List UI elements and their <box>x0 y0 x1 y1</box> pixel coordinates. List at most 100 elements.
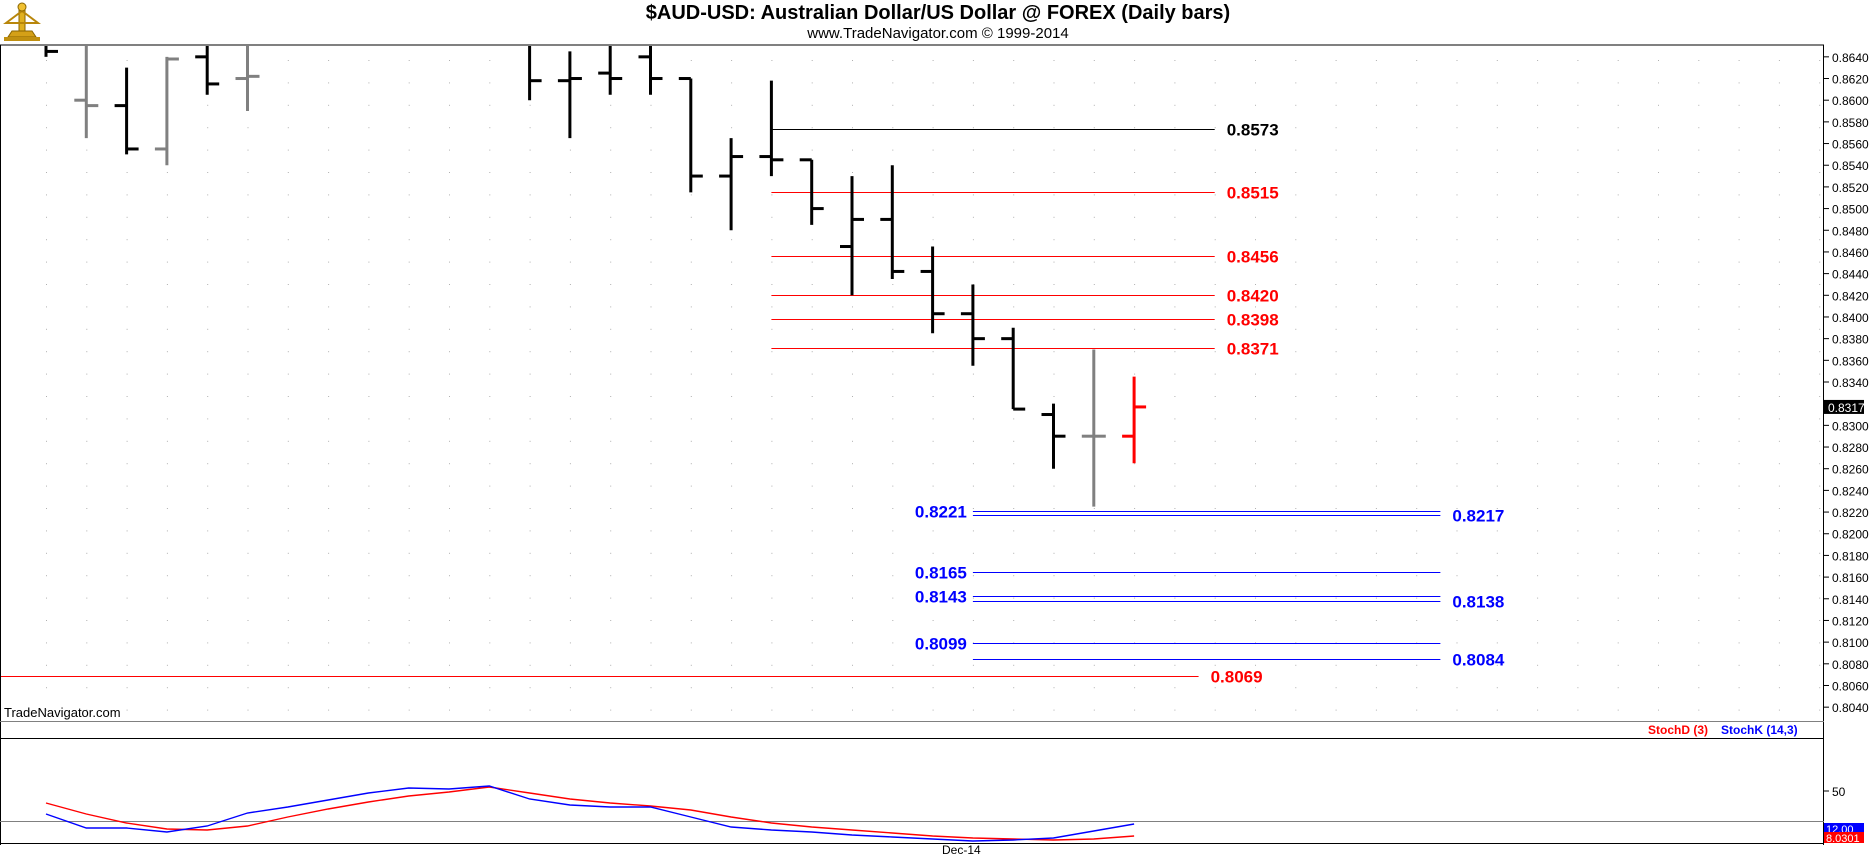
grid-dot <box>972 172 974 173</box>
grid-dot <box>328 642 330 644</box>
grid-dot <box>328 127 330 129</box>
y-tick-label: 0.8200 <box>1832 528 1869 542</box>
grid-dot <box>1053 328 1055 330</box>
grid-dot <box>1214 104 1216 106</box>
grid-dot <box>1295 328 1297 330</box>
grid-dot <box>1416 306 1418 308</box>
grid-dot <box>408 104 410 106</box>
grid-dot <box>1738 709 1740 711</box>
grid-dot <box>368 127 370 129</box>
grid-dot <box>569 508 571 509</box>
grid-dot <box>1013 552 1015 554</box>
grid-dot <box>166 664 168 666</box>
grid-dot <box>690 60 692 61</box>
grid-dot <box>1416 284 1418 285</box>
grid-dot <box>408 216 410 218</box>
grid-dot <box>811 104 813 106</box>
grid-dot <box>731 284 733 285</box>
grid-dot <box>771 396 773 397</box>
grid-dot <box>489 373 491 375</box>
grid-dot <box>1496 60 1498 61</box>
grid-dot <box>368 149 370 151</box>
level-label-0.8221: 0.8221 <box>915 503 967 522</box>
grid-dot <box>1375 530 1377 532</box>
grid-dot <box>932 709 934 711</box>
grid-dot <box>86 328 88 330</box>
grid-dot <box>489 709 491 711</box>
grid-dot <box>1819 463 1821 465</box>
grid-dot <box>811 552 813 554</box>
grid-dot <box>690 216 692 218</box>
grid-dot <box>771 575 773 577</box>
grid-dot <box>1134 216 1136 218</box>
grid-dot <box>1255 440 1256 442</box>
grid-dot <box>731 396 733 397</box>
grid-dot <box>1013 216 1015 218</box>
grid-dot <box>166 620 168 621</box>
grid-dot <box>1053 104 1055 106</box>
grid-dot <box>1456 552 1458 554</box>
grid-dot <box>1013 463 1015 465</box>
grid-dot <box>852 60 853 61</box>
grid-dot <box>247 552 249 554</box>
grid-dot <box>1416 373 1418 375</box>
grid-dot <box>569 149 571 151</box>
grid-dot <box>1053 485 1055 487</box>
grid-dot <box>690 552 692 554</box>
grid-dot <box>328 575 330 577</box>
grid-dot <box>449 440 450 442</box>
grid-dot <box>1537 284 1539 285</box>
grid-dot <box>852 373 853 375</box>
y-tick-label: 0.8120 <box>1832 614 1869 628</box>
grid-dot <box>569 687 571 689</box>
grid-dot <box>1456 597 1458 599</box>
grid-dot <box>1819 620 1821 621</box>
chart-title: $AUD-USD: Australian Dollar/US Dollar @ … <box>645 2 1231 24</box>
grid-dot <box>408 172 410 173</box>
grid-dot <box>287 463 289 465</box>
grid-dot <box>247 396 249 397</box>
grid-dot <box>1375 485 1377 487</box>
grid-dot <box>1819 82 1821 84</box>
level-label-0.8573: 0.8573 <box>1227 121 1279 140</box>
grid-dot <box>1335 687 1337 689</box>
grid-dot <box>1738 149 1740 151</box>
grid-dot <box>207 239 209 241</box>
grid-dot <box>86 306 88 308</box>
grid-dot <box>731 575 733 577</box>
grid-dot <box>1537 620 1539 621</box>
grid-dot <box>1295 284 1297 285</box>
grid-dot <box>972 373 974 375</box>
y-tick-label: 0.8360 <box>1832 354 1869 368</box>
grid-dot <box>1335 194 1337 196</box>
grid-dot <box>650 284 652 285</box>
grid-dot <box>1577 597 1579 599</box>
grid-dot <box>1093 552 1095 554</box>
grid-dot <box>1375 552 1377 554</box>
grid-dot <box>892 328 894 330</box>
grid-dot <box>1698 351 1700 353</box>
grid-dot <box>86 194 88 196</box>
grid-dot <box>1013 687 1015 689</box>
grid-dot <box>1375 418 1377 420</box>
grid-dot <box>1295 127 1297 129</box>
last-price-label: 0.8317 <box>1828 401 1865 415</box>
grid-dot <box>1053 620 1055 621</box>
grid-dot <box>1174 664 1176 666</box>
grid-dot <box>489 620 491 621</box>
grid-dot <box>287 642 289 644</box>
grid-dot <box>1214 239 1216 241</box>
grid-dot <box>1496 575 1498 577</box>
grid-dot <box>1174 396 1176 397</box>
grid-dot <box>529 104 531 106</box>
grid-dot <box>166 552 168 554</box>
grid-dot <box>449 463 450 465</box>
grid-dot <box>610 396 612 397</box>
grid-dot <box>1537 709 1539 711</box>
grid-dot <box>1537 373 1539 375</box>
grid-dot <box>1456 306 1458 308</box>
grid-dot <box>368 687 370 689</box>
grid-dot <box>892 597 894 599</box>
grid-dot <box>1738 239 1740 241</box>
